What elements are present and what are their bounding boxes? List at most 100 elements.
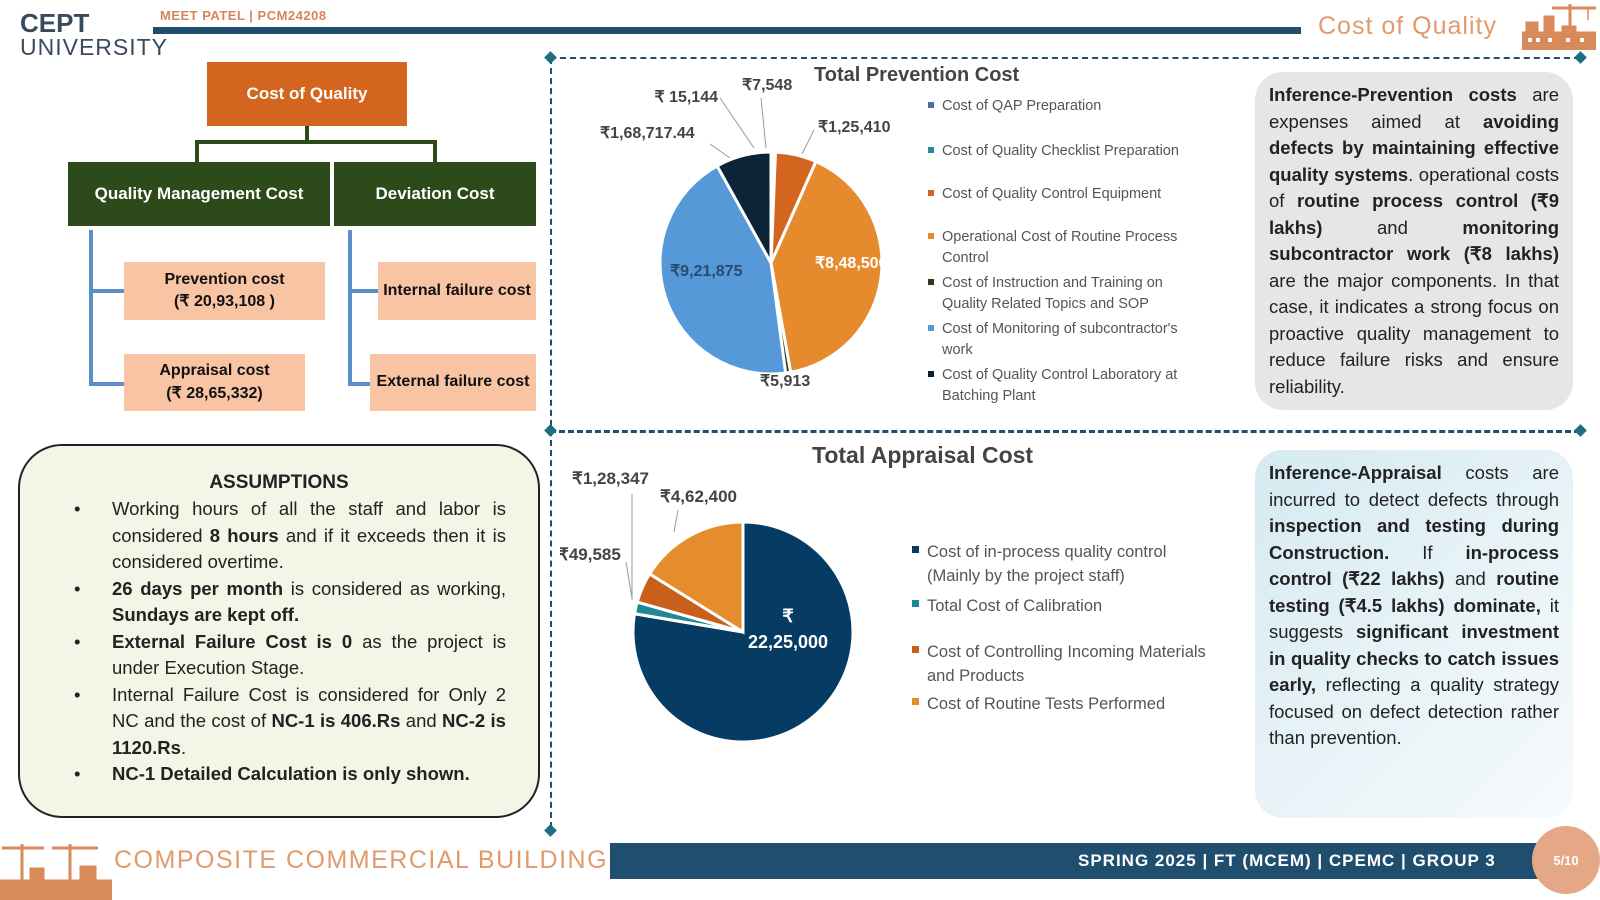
data-label: ₹4,62,400	[660, 487, 737, 506]
appraisal-cost-value: (₹ 28,65,332)	[166, 384, 263, 402]
legend-swatch	[928, 147, 934, 153]
legend-item: Cost of QAP Preparation	[928, 96, 1210, 117]
prevention-legend: Cost of QAP Preparation Cost of Quality C…	[928, 96, 1210, 407]
slide-title: Cost of Quality	[1318, 12, 1497, 40]
org-connector	[89, 230, 93, 386]
construction-crane-icon	[1522, 4, 1596, 50]
logo-line1: CEPT	[20, 8, 90, 38]
legend-label: Cost of Routine Tests Performed	[927, 695, 1166, 713]
pie-slice	[658, 163, 788, 376]
data-label: ₹8,48,500	[815, 255, 888, 272]
external-failure-cost-box: External failure cost	[370, 354, 536, 411]
legend-label: Cost of Instruction and Training on Qual…	[942, 275, 1163, 312]
header-bar	[153, 27, 1301, 34]
construction-crane-icon	[0, 844, 112, 900]
legend-swatch	[912, 646, 919, 653]
org-connector	[195, 140, 437, 144]
footer-bar	[610, 843, 1568, 879]
divider-diamond	[544, 51, 557, 64]
legend-item: Cost of Monitoring of subcontractor's wo…	[928, 319, 1210, 361]
data-label: ₹49,585	[560, 545, 621, 564]
leader-line	[625, 561, 633, 599]
pie-slice	[647, 520, 745, 635]
org-connector	[195, 140, 199, 162]
leader-line	[760, 97, 767, 149]
legend-item: Cost of Controlling Incoming Materials a…	[912, 640, 1212, 688]
data-label: ₹7,548	[742, 77, 792, 94]
legend-label: Total Cost of Calibration	[927, 597, 1103, 615]
data-label: ₹1,28,347	[572, 470, 649, 488]
middle-divider	[550, 430, 1580, 433]
legend-swatch	[928, 325, 934, 331]
legend-swatch	[912, 698, 919, 705]
internal-failure-cost-box: Internal failure cost	[378, 262, 536, 320]
data-label: ₹22,25,000	[748, 606, 828, 652]
leader-line	[673, 509, 679, 533]
legend-item: Cost of Routine Tests Performed	[912, 692, 1212, 716]
legend-item: Cost of in-process quality control (Main…	[912, 540, 1212, 588]
assumption-item: External Failure Cost is 0 as the projec…	[58, 629, 506, 682]
prevention-inference-panel: Inference-Prevention costs are expenses …	[1255, 72, 1573, 410]
prevention-cost-box: Prevention cost (₹ 20,93,108 )	[124, 262, 325, 320]
divider-diamond	[1574, 424, 1587, 437]
author-label: MEET PATEL | PCM24208	[160, 8, 327, 23]
divider-diamond	[1574, 51, 1587, 64]
appraisal-cost-label: Appraisal cost	[159, 362, 270, 380]
prevention-pie-chart: ₹7,548 ₹5,913 ₹1,25,410 ₹8,48,500 ₹ 15,144 ₹9…	[600, 77, 891, 390]
data-label: ₹1,25,410	[818, 119, 891, 136]
footer-meta: SPRING 2025 | FT (MCEM) | CPEMC | GROUP …	[1078, 851, 1496, 870]
prevention-cost-value: (₹ 20,93,108 )	[174, 293, 275, 310]
assumptions-panel: ASSUMPTIONS Working hours of all the sta…	[18, 444, 540, 818]
data-label: ₹1,68,717.44	[600, 125, 695, 142]
leader-line	[719, 97, 755, 149]
org-connector	[348, 289, 378, 293]
org-connector	[348, 382, 370, 386]
org-connector	[348, 230, 352, 386]
pie-slice	[715, 150, 773, 269]
logo-line2: UNIVERSITY	[20, 34, 169, 60]
deviation-cost-box: Deviation Cost	[334, 162, 536, 226]
divider-diamond	[544, 824, 557, 837]
appraisal-pie-chart: ₹22,25,000 ₹49,585 ₹1,28,347 ₹4,62,400	[560, 470, 855, 744]
divider-diamond	[544, 424, 557, 437]
legend-swatch	[928, 233, 934, 239]
project-name: COMPOSITE COMMERCIAL BUILDING	[114, 846, 609, 874]
assumptions-heading: ASSUMPTIONS	[209, 472, 349, 493]
legend-label: Cost of Quality Checklist Preparation	[942, 143, 1179, 159]
leader-line	[709, 143, 731, 159]
legend-label: Cost of QAP Preparation	[942, 98, 1102, 114]
legend-swatch	[928, 371, 934, 377]
legend-label: Cost of Monitoring of subcontractor's wo…	[942, 321, 1178, 358]
pie-slice	[769, 159, 884, 374]
university-logo: CEPT UNIVERSITY	[20, 10, 168, 59]
legend-label: Cost of Quality Control Laboratory at Ba…	[942, 367, 1178, 404]
appraisal-inference-panel: Inference-Appraisal costs are incurred t…	[1255, 450, 1573, 818]
assumption-item: 26 days per month is considered as worki…	[58, 576, 506, 629]
org-connector	[89, 289, 124, 293]
assumption-item: Internal Failure Cost is considered for …	[58, 682, 506, 762]
legend-item: Cost of Quality Checklist Preparation	[928, 141, 1210, 162]
legend-swatch	[928, 102, 934, 108]
legend-label: Operational Cost of Routine Process Cont…	[942, 229, 1178, 266]
legend-item: Operational Cost of Routine Process Cont…	[928, 227, 1210, 269]
data-label: ₹ 15,144	[654, 89, 718, 106]
vertical-divider	[550, 58, 552, 828]
org-connector	[305, 126, 309, 142]
legend-label: Cost of Quality Control Equipment	[942, 186, 1162, 202]
page-number[interactable]: 5/10	[1532, 826, 1600, 894]
assumptions-list: Working hours of all the staff and labor…	[58, 496, 506, 788]
data-label: ₹9,21,875	[670, 263, 743, 280]
legend-swatch	[928, 279, 934, 285]
quality-management-cost-box: Quality Management Cost	[68, 162, 330, 226]
assumption-item: Working hours of all the staff and labor…	[58, 496, 506, 576]
appraisal-legend: Cost of in-process quality control (Main…	[912, 540, 1212, 716]
prevention-chart-title: Total Prevention Cost	[814, 64, 1020, 86]
leader-line	[801, 129, 815, 155]
assumption-item: NC-1 Detailed Calculation is only shown.	[58, 761, 506, 788]
legend-item: Total Cost of Calibration	[912, 594, 1212, 618]
appraisal-cost-box: Appraisal cost (₹ 28,65,332)	[124, 354, 305, 411]
legend-label: Cost of in-process quality control (Main…	[927, 543, 1167, 585]
org-connector	[89, 382, 124, 386]
legend-swatch	[928, 190, 934, 196]
legend-item: Cost of Instruction and Training on Qual…	[928, 273, 1210, 315]
